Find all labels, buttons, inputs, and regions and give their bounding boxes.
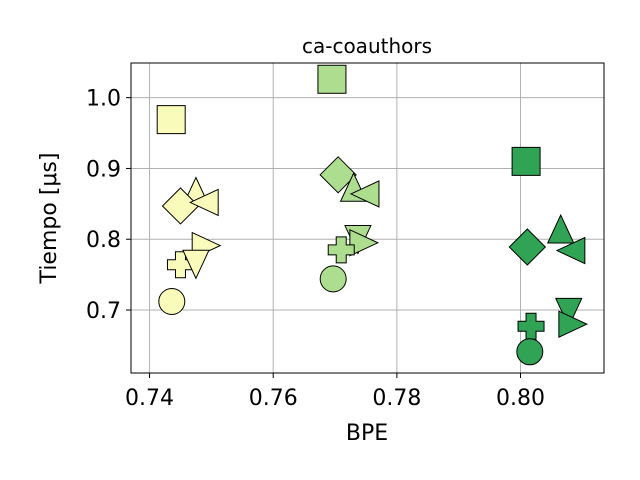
data-point-triangle-up <box>546 213 575 244</box>
y-axis-label: Tiempo [μs] <box>37 153 62 285</box>
y-tick-label: 0.8 <box>86 228 121 253</box>
data-point-triangle-left <box>189 188 219 217</box>
y-tick-label: 1.0 <box>86 87 121 112</box>
data-point-square <box>156 105 186 135</box>
y-tick-label: 0.7 <box>86 299 121 324</box>
data-point-circle <box>516 338 544 366</box>
data-point-triangle-left <box>349 180 380 208</box>
data-point-diamond <box>319 156 357 194</box>
data-point-diamond <box>161 187 200 225</box>
x-tick-label: 0.80 <box>496 386 545 411</box>
x-axis-label: BPE <box>346 421 388 446</box>
data-point-plus <box>327 236 355 264</box>
data-point-triangle-right <box>349 228 380 257</box>
y-axis-ticks: 0.7 0.8 0.9 1.0 <box>86 87 131 324</box>
data-point-triangle-left <box>555 236 586 265</box>
data-points <box>156 64 589 366</box>
data-point-diamond <box>508 228 547 266</box>
data-point-circle <box>319 265 347 293</box>
data-point-square <box>511 146 541 176</box>
x-tick-label: 0.78 <box>372 386 421 411</box>
y-tick-label: 0.9 <box>86 157 121 182</box>
data-point-triangle-down <box>182 249 210 280</box>
data-point-triangle-right <box>558 310 589 338</box>
plot-frame <box>130 62 605 374</box>
data-point-square <box>317 64 347 94</box>
x-axis-ticks: 0.74 0.76 0.78 0.80 <box>125 373 545 411</box>
data-point-plus <box>166 251 194 279</box>
x-tick-label: 0.74 <box>125 386 174 411</box>
data-point-plus <box>517 312 545 340</box>
chart-title: ca-coauthors <box>302 34 432 58</box>
x-tick-label: 0.76 <box>249 386 298 411</box>
data-point-circle <box>158 288 186 316</box>
